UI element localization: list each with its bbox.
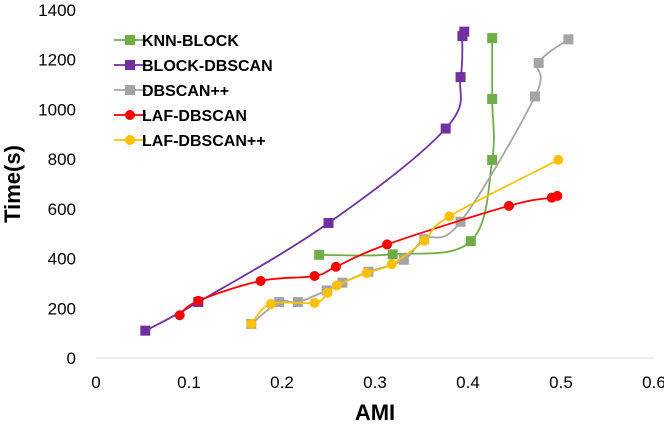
legend-item-laf-dbscan: LAF-DBSCAN <box>114 108 247 125</box>
x-tick-label: 0.3 <box>363 373 387 392</box>
data-point-laf-dbscan <box>265 299 276 310</box>
y-axis-title: Time(s) <box>0 145 25 223</box>
data-point-laf-dbscan <box>552 190 563 201</box>
series-layer <box>140 26 574 336</box>
y-tick-label: 600 <box>48 200 76 219</box>
legend-marker <box>125 110 135 120</box>
data-point-knn-block <box>387 249 398 260</box>
data-point-laf-dbscan <box>309 270 320 281</box>
data-point-block-dbscan <box>459 26 470 37</box>
legend: KNN-BLOCK BLOCK-DBSCAN DBSCAN++ LAF-DBSCAN L… <box>114 33 273 150</box>
series-line-laf-dbscan <box>250 159 559 325</box>
legend-marker <box>125 135 135 145</box>
data-point-laf-dbscan <box>386 259 397 270</box>
data-point-knn-block <box>487 33 498 44</box>
data-point-laf-dbscan <box>382 239 393 250</box>
series-line-dbscan <box>250 38 569 325</box>
data-point-laf-dbscan <box>193 295 204 306</box>
data-point-laf-dbscan <box>330 261 341 272</box>
data-point-laf-dbscan <box>361 267 372 278</box>
series-line-block-dbscan <box>144 30 466 332</box>
data-point-laf-dbscan <box>419 235 430 246</box>
axes: 0 0.1 0.2 0.3 0.4 0.5 0.6 0 200 400 600 800 1000 1200… <box>38 1 664 392</box>
data-point-knn-block <box>465 236 476 247</box>
y-tick-label: 1400 <box>38 1 76 20</box>
x-tick-label: 0.5 <box>549 373 573 392</box>
data-point-knn-block <box>314 249 325 260</box>
x-tick-label: 0.2 <box>270 373 294 392</box>
data-point-knn-block <box>487 154 498 165</box>
legend-item-block-dbscan: BLOCK-DBSCAN <box>114 58 273 75</box>
x-tick-label: 0.1 <box>177 373 201 392</box>
y-tick-label: 800 <box>48 150 76 169</box>
data-point-dbscan <box>455 216 466 227</box>
series-laf-dbscan <box>174 190 563 321</box>
x-axis-title: AMI <box>355 400 395 425</box>
data-point-laf-dbscan <box>174 310 185 321</box>
legend-item-knn-block: KNN-BLOCK <box>114 33 239 50</box>
data-point-block-dbscan <box>455 72 466 83</box>
series-knn-block <box>314 33 498 260</box>
data-point-laf-dbscan <box>553 154 564 165</box>
data-point-dbscan <box>533 57 544 68</box>
y-tick-label: 200 <box>48 299 76 318</box>
legend-label: LAF-DBSCAN++ <box>142 133 266 150</box>
data-point-dbscan <box>398 254 409 265</box>
data-point-laf-dbscan <box>246 318 257 329</box>
data-point-block-dbscan <box>323 218 334 229</box>
legend-label: KNN-BLOCK <box>142 33 239 50</box>
legend-item-laf-dbscan: LAF-DBSCAN++ <box>114 133 266 150</box>
data-point-laf-dbscan <box>309 297 320 308</box>
data-point-dbscan <box>563 34 574 45</box>
y-tick-label: 400 <box>48 250 76 269</box>
legend-marker <box>125 60 135 70</box>
series-line-knn-block <box>319 38 495 257</box>
legend-label: BLOCK-DBSCAN <box>142 58 273 75</box>
y-tick-label: 0 <box>67 349 76 368</box>
data-point-laf-dbscan <box>444 211 455 222</box>
data-point-block-dbscan <box>440 123 451 134</box>
legend-label: DBSCAN++ <box>142 83 229 100</box>
data-point-dbscan <box>292 297 303 308</box>
x-tick-label: 0.4 <box>456 373 480 392</box>
data-point-laf-dbscan <box>331 280 342 291</box>
series-laf-dbscan <box>246 154 564 329</box>
x-tick-label: 0.6 <box>642 373 664 392</box>
data-point-block-dbscan <box>140 325 151 336</box>
legend-item-dbscan: DBSCAN++ <box>114 83 229 100</box>
data-point-laf-dbscan <box>255 275 266 286</box>
legend-label: LAF-DBSCAN <box>142 108 247 125</box>
data-point-dbscan <box>529 91 540 102</box>
data-point-knn-block <box>487 93 498 104</box>
data-point-laf-dbscan <box>503 200 514 211</box>
data-point-laf-dbscan <box>322 287 333 298</box>
x-tick-label: 0 <box>91 373 100 392</box>
y-tick-label: 1000 <box>38 100 76 119</box>
legend-marker <box>125 85 135 95</box>
series-dbscan <box>246 34 574 329</box>
y-tick-label: 1200 <box>38 51 76 70</box>
legend-marker <box>125 35 135 45</box>
